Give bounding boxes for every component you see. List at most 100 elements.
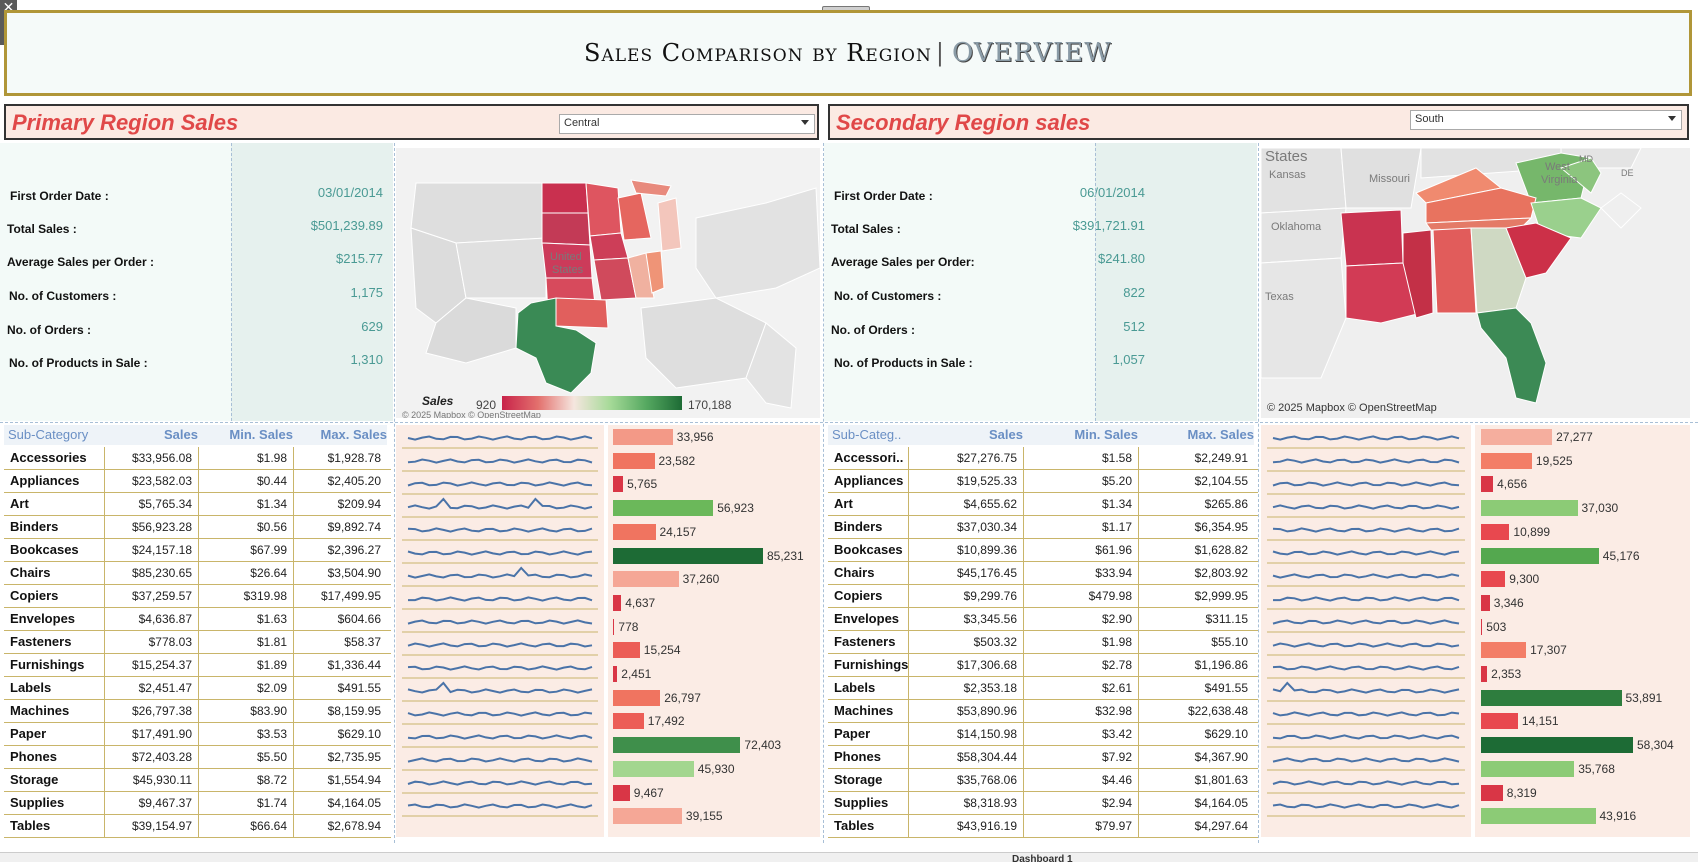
chevron-down-icon[interactable] <box>1668 116 1676 121</box>
column-header-max-sales[interactable]: Max. Sales <box>320 427 388 442</box>
sparkline <box>407 481 593 487</box>
table-row[interactable]: Phones $72,403.28 $5.50 $2,735.95 <box>4 746 391 769</box>
sales-bar[interactable] <box>613 689 661 706</box>
sales-bar-label: 8,319 <box>1506 785 1537 800</box>
sales-bar[interactable] <box>613 760 694 777</box>
row-sales: $45,176.45 <box>956 566 1017 580</box>
sales-bar[interactable] <box>1481 713 1518 730</box>
table-row[interactable]: Labels $2,451.47 $2.09 $491.55 <box>4 677 391 700</box>
table-row[interactable]: Accessori.. $27,276.75 $1.58 $2,249.91 <box>828 447 1258 470</box>
primary-region-map[interactable]: United States Sales 920 170,188 © 2025 M… <box>396 148 820 418</box>
sales-bar[interactable] <box>1481 689 1622 706</box>
table-row[interactable]: Bookcases $24,157.18 $67.99 $2,396.27 <box>4 539 391 562</box>
table-row[interactable]: Copiers $9,299.76 $479.98 $2,999.95 <box>828 585 1258 608</box>
row-max-sales: $311.15 <box>1205 612 1249 626</box>
row-subcategory: Paper <box>834 726 871 741</box>
table-row[interactable]: Storage $45,930.11 $8.72 $1,554.94 <box>4 769 391 792</box>
primary-region-select[interactable]: Central <box>559 114 815 134</box>
sales-bar[interactable] <box>1481 523 1510 540</box>
table-row[interactable]: Labels $2,353.18 $2.61 $491.55 <box>828 677 1258 700</box>
table-row[interactable]: Art $4,655.62 $1.34 $265.86 <box>828 493 1258 516</box>
sales-bar[interactable] <box>1481 737 1633 754</box>
sales-bar[interactable] <box>613 571 679 588</box>
column-header-subcategory[interactable]: Sub-Category <box>8 427 89 442</box>
sales-bar[interactable] <box>1481 500 1578 517</box>
table-row[interactable]: Fasteners $778.03 $1.81 $58.37 <box>4 631 391 654</box>
sales-bar[interactable] <box>613 594 622 611</box>
row-min-sales: $61.96 <box>1095 543 1132 557</box>
sparkline <box>1272 642 1460 648</box>
table-row[interactable]: Furnishings $17,306.68 $2.78 $1,196.86 <box>828 654 1258 677</box>
secondary-region-select[interactable]: South <box>1410 110 1682 130</box>
sales-bar[interactable] <box>613 429 673 445</box>
table-row[interactable]: Furnishings $15,254.37 $1.89 $1,336.44 <box>4 654 391 677</box>
column-header-sales[interactable]: Sales <box>164 427 198 442</box>
row-min-sales: $2.09 <box>256 681 287 695</box>
table-row[interactable]: Machines $26,797.38 $83.90 $8,159.95 <box>4 700 391 723</box>
sales-bar[interactable] <box>1481 642 1527 659</box>
table-row[interactable]: Appliances $19,525.33 $5.20 $2,104.55 <box>828 470 1258 493</box>
table-row[interactable]: Tables $39,154.97 $66.64 $2,678.94 <box>4 815 391 838</box>
kpi-value: 629 <box>361 319 383 334</box>
sales-bar-label: 10,899 <box>1513 524 1551 539</box>
sales-bar-label: 45,930 <box>697 761 735 776</box>
sales-bar-label: 4,656 <box>1497 477 1528 492</box>
sales-bar[interactable] <box>613 713 644 730</box>
sales-bar[interactable] <box>613 547 763 564</box>
sales-bar[interactable] <box>613 784 630 801</box>
table-row[interactable]: Tables $43,916.19 $79.97 $4,297.64 <box>828 815 1258 838</box>
table-row[interactable]: Bookcases $10,899.36 $61.96 $1,628.82 <box>828 539 1258 562</box>
column-header-min-sales[interactable]: Min. Sales <box>1074 427 1138 442</box>
table-row[interactable]: Accessories $33,956.08 $1.98 $1,928.78 <box>4 447 391 470</box>
sales-bar[interactable] <box>1481 452 1532 469</box>
sales-bar[interactable] <box>1481 808 1596 825</box>
table-row[interactable]: Paper $17,491.90 $3.53 $629.10 <box>4 723 391 746</box>
table-row[interactable]: Appliances $23,582.03 $0.44 $2,405.20 <box>4 470 391 493</box>
table-row[interactable]: Storage $35,768.06 $4.46 $1,801.63 <box>828 769 1258 792</box>
table-row[interactable]: Chairs $85,230.65 $26.64 $3,504.90 <box>4 562 391 585</box>
sales-bar[interactable] <box>613 500 714 517</box>
sales-bar[interactable] <box>1481 666 1488 682</box>
sales-bar[interactable] <box>1481 618 1483 635</box>
secondary-region-map[interactable]: States Kansas Missouri West Virginia MD … <box>1261 148 1690 418</box>
sales-bar[interactable] <box>613 452 655 469</box>
sales-bar[interactable] <box>613 808 682 825</box>
column-header-sales[interactable]: Sales <box>989 427 1023 442</box>
sparkline <box>407 527 593 533</box>
sales-bar[interactable] <box>1481 594 1490 611</box>
sales-bar[interactable] <box>1481 784 1503 801</box>
sales-bar[interactable] <box>1481 547 1599 564</box>
column-header-max-sales[interactable]: Max. Sales <box>1187 427 1255 442</box>
sales-bar[interactable] <box>613 618 615 635</box>
table-row[interactable]: Phones $58,304.44 $7.92 $4,367.90 <box>828 746 1258 769</box>
table-row[interactable]: Binders $56,923.28 $0.56 $9,892.74 <box>4 516 391 539</box>
sales-bar[interactable] <box>1481 571 1506 588</box>
sales-bar[interactable] <box>613 523 656 540</box>
table-row[interactable]: Envelopes $3,345.56 $2.90 $311.15 <box>828 608 1258 631</box>
table-row[interactable]: Binders $37,030.34 $1.17 $6,354.95 <box>828 516 1258 539</box>
column-header-subcategory[interactable]: Sub-Categ.. <box>832 427 902 442</box>
kpi-label: Average Sales per Order : <box>7 255 154 269</box>
map-label: Texas <box>1265 291 1294 303</box>
column-header-min-sales[interactable]: Min. Sales <box>229 427 293 442</box>
table-row[interactable]: Envelopes $4,636.87 $1.63 $604.66 <box>4 608 391 631</box>
sales-bar[interactable] <box>613 737 741 754</box>
sales-bar[interactable] <box>1481 476 1494 493</box>
table-row[interactable]: Supplies $9,467.37 $1.74 $4,164.05 <box>4 792 391 815</box>
table-row[interactable]: Fasteners $503.32 $1.98 $55.10 <box>828 631 1258 654</box>
chevron-down-icon[interactable] <box>801 120 809 125</box>
sales-bar[interactable] <box>613 476 624 493</box>
tab-dashboard-1[interactable]: Dashboard 1 <box>1012 854 1073 865</box>
table-row[interactable]: Machines $53,890.96 $32.98 $22,638.48 <box>828 700 1258 723</box>
sales-bar[interactable] <box>1481 429 1553 445</box>
row-max-sales: $629.10 <box>337 727 381 741</box>
table-row[interactable]: Paper $14,150.98 $3.42 $629.10 <box>828 723 1258 746</box>
table-row[interactable]: Supplies $8,318.93 $2.94 $4,164.05 <box>828 792 1258 815</box>
close-icon[interactable]: ✕ <box>2 0 15 15</box>
sales-bar[interactable] <box>613 642 640 659</box>
sales-bar[interactable] <box>1481 760 1575 777</box>
sales-bar[interactable] <box>613 666 618 682</box>
table-row[interactable]: Copiers $37,259.57 $319.98 $17,499.95 <box>4 585 391 608</box>
table-row[interactable]: Chairs $45,176.45 $33.94 $2,803.92 <box>828 562 1258 585</box>
table-row[interactable]: Art $5,765.34 $1.34 $209.94 <box>4 493 391 516</box>
